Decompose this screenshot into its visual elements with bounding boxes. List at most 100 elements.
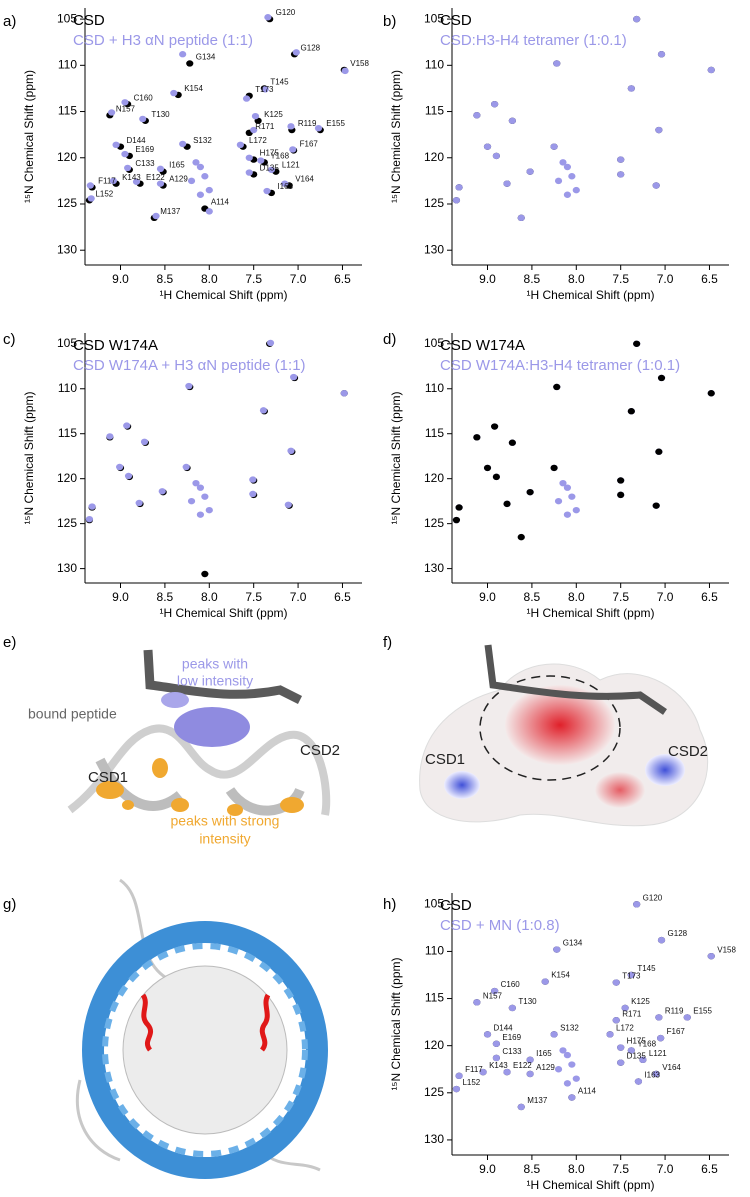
peak-label: F117 (98, 176, 116, 185)
peptide (484, 644, 667, 715)
h3-helix (259, 993, 271, 1052)
peak (292, 49, 300, 56)
peak (187, 177, 196, 185)
peak (657, 374, 666, 382)
peak-label: F117 (465, 1065, 483, 1074)
peak (88, 503, 96, 510)
peptide (143, 649, 303, 705)
y-tick-label: 120 (424, 1038, 444, 1052)
x-tick-label: 7.5 (612, 1162, 629, 1176)
legend-entry: CSD + H3 αN peptide (1:1) (73, 32, 253, 49)
peak (491, 423, 499, 430)
peak (652, 182, 660, 189)
peak-label: K154 (184, 84, 203, 93)
peak (652, 502, 660, 509)
peak (179, 51, 187, 58)
x-tick-label: 7.5 (245, 590, 262, 604)
peak-label: E122 (146, 173, 165, 182)
peak-label: D135 (627, 1052, 647, 1061)
y-axis-title: ¹⁵N Chemical Shift (ppm) (389, 391, 403, 524)
peak-label: R119 (298, 119, 317, 128)
peak-label: T145 (637, 964, 656, 973)
peak-label: K125 (264, 110, 283, 119)
peak-label: N157 (116, 104, 136, 113)
peak (245, 154, 253, 161)
peak-label: T173 (622, 972, 641, 981)
peak-label: I165 (536, 1049, 552, 1058)
peak (139, 115, 147, 123)
panel-label: c) (3, 331, 16, 348)
peak-label: T130 (518, 997, 537, 1006)
peak (249, 476, 257, 483)
peak-label: E169 (502, 1033, 521, 1042)
peak (170, 89, 178, 97)
x-tick-label: 8.5 (524, 1162, 541, 1176)
peak (526, 168, 534, 175)
peak (452, 197, 461, 204)
peak (550, 464, 558, 472)
y-tick-label: 110 (425, 381, 444, 395)
peak (106, 433, 114, 440)
legend-entry: CSD (440, 12, 472, 29)
x-tick-label: 6.5 (701, 272, 718, 286)
peak (132, 178, 141, 185)
y-tick-label: 125 (57, 516, 77, 530)
peak (473, 112, 481, 119)
peak (633, 340, 641, 347)
peak (508, 1004, 516, 1012)
peak (559, 479, 567, 487)
x-axis-title: ¹H Chemical Shift (ppm) (526, 288, 654, 302)
peak (554, 1066, 563, 1073)
peak (568, 173, 576, 180)
ribbon (67, 724, 331, 816)
panel-label: d) (383, 331, 396, 348)
legend-entry: CSD W174A:H3-H4 tetramer (1:0.1) (440, 357, 680, 374)
peak-label: C133 (135, 159, 155, 168)
peak-label: L121 (282, 161, 300, 170)
y-tick-label: 130 (424, 242, 444, 256)
legend-entry: CSD:H3-H4 tetramer (1:0.1) (440, 32, 627, 49)
x-axis-title: ¹H Chemical Shift (ppm) (526, 606, 654, 620)
legend-entry: CSD (73, 12, 105, 29)
peak (621, 1004, 629, 1012)
basic-patch (444, 771, 480, 799)
peak-label: E155 (326, 119, 345, 128)
peak-label: N157 (483, 991, 503, 1000)
peak (553, 383, 561, 391)
peak (657, 51, 666, 58)
spectrum-panel: d) 9.0 8.5 8.0 7.5 7.0 6.5 105 110 115 120 125 130 ¹H… (383, 331, 729, 620)
peak (491, 987, 499, 995)
x-tick-label: 6.5 (701, 1162, 718, 1176)
annotation: CSD1 (88, 769, 128, 786)
peak (264, 14, 272, 21)
peak (455, 184, 463, 191)
y-tick-label: 125 (424, 516, 444, 530)
x-tick-label: 8.0 (568, 590, 585, 604)
spectrum-panel: h) 9.0 8.5 8.0 7.5 7.0 6.5 105 110 115 120 125 130 ¹H… (383, 893, 736, 1192)
acidic-patch (595, 772, 645, 808)
peak (526, 1056, 534, 1064)
peak (314, 124, 323, 132)
peak-label: G128 (301, 43, 321, 52)
peak (617, 1044, 625, 1051)
x-tick-label: 8.0 (568, 1162, 585, 1176)
x-tick-label: 8.0 (201, 272, 218, 286)
y-tick-label: 115 (58, 104, 77, 118)
structure-f: f) CSD1 CSD2 (383, 634, 709, 827)
peak (261, 86, 269, 93)
peak (192, 159, 200, 166)
x-tick-label: 8.5 (157, 272, 174, 286)
peak-label: D144 (127, 136, 147, 145)
y-axis-title: ¹⁵N Chemical Shift (ppm) (22, 391, 36, 524)
peak (612, 1017, 620, 1024)
peak (158, 488, 166, 495)
peak (483, 143, 492, 150)
peak (124, 472, 133, 480)
acidic-patch (505, 685, 615, 765)
peak (290, 373, 298, 381)
peak (639, 1056, 647, 1064)
peak (196, 484, 205, 491)
peak-label: R119 (665, 1007, 684, 1016)
x-tick-label: 9.0 (479, 272, 496, 286)
peak (201, 493, 209, 500)
